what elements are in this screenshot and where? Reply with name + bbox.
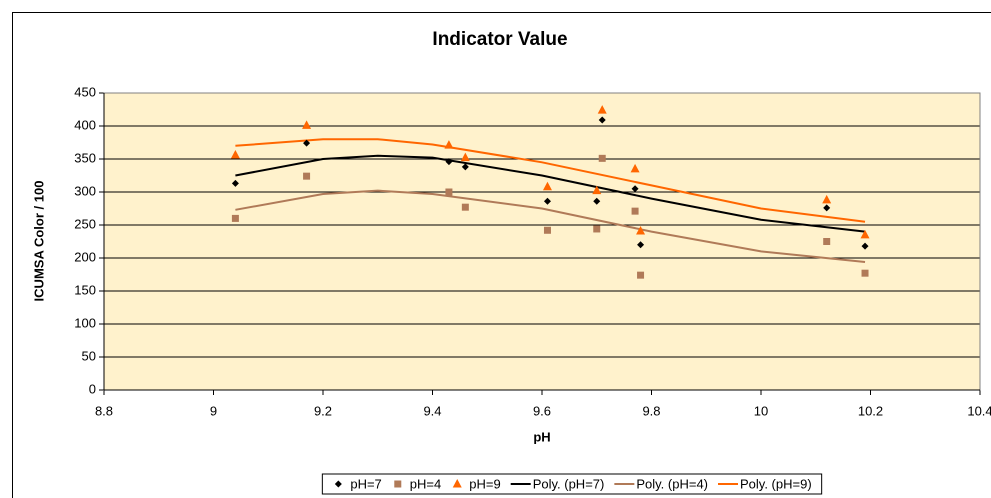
y-axis-label: ICUMSA Color / 100 [31,181,46,302]
triangle-marker [230,150,240,159]
legend-label: Poly. (pH=9) [740,476,812,491]
plot-area [104,93,980,390]
diamond-marker [593,197,601,205]
x-tick-label: 10.4 [967,403,991,418]
legend-label: pH=7 [350,476,381,491]
legend-label: Poly. (pH=7) [533,476,605,491]
x-tick-label: 9.4 [423,403,441,418]
diamond-marker [598,116,606,124]
trendline [235,154,866,233]
triangle-marker [597,105,607,114]
diamond-marker [334,480,342,488]
x-tick-label: 10.2 [858,403,883,418]
trendline [235,138,866,223]
diamond-marker [631,185,639,193]
x-tick-label: 9.6 [533,403,551,418]
y-tick-label: 250 [74,216,96,231]
y-tick-label: 350 [74,150,96,165]
square-marker [823,238,831,245]
triangle-marker [636,225,646,235]
square-marker [231,214,239,222]
y-tick-label: 400 [74,117,96,132]
diamond-marker [445,158,453,166]
triangle-marker [542,181,552,191]
y-tick-label: 150 [74,282,96,297]
square-marker [631,207,639,215]
legend: pH=7 pH=4 pH=9 Poly. (pH=7) Poly. (pH=4) Poly… [321,473,823,495]
square-marker [593,225,601,233]
square-marker [598,154,606,162]
x-tick-label: 10 [754,403,768,418]
square-marker [861,269,869,277]
triangle-marker [302,120,312,129]
x-tick-label: 9 [210,403,217,418]
diamond-marker [543,197,551,205]
triangle-marker [630,163,640,173]
square-marker [303,172,311,180]
y-tick-label: 200 [74,249,96,264]
diamond-marker [861,242,869,250]
y-tick-label: 450 [74,84,96,99]
x-tick-label: 8.8 [95,403,113,418]
y-tick-label: 300 [74,183,96,198]
trendline [235,189,866,263]
y-tick-label: 100 [74,315,96,330]
diamond-marker [823,204,831,212]
square-marker [637,271,645,279]
square-marker [394,480,402,488]
legend-label: pH=9 [469,476,500,491]
diamond-marker [231,179,239,187]
y-tick-label: 50 [82,348,96,363]
triangle-marker [452,479,462,488]
diamond-marker [637,241,645,249]
triangle-marker [460,152,470,162]
triangle-marker [592,185,602,195]
chart-title: Indicator Value [432,29,567,50]
legend-label: Poly. (pH=4) [636,476,708,491]
square-marker [445,188,453,196]
legend-box [321,473,823,495]
square-marker [543,226,551,234]
triangle-marker [822,194,832,204]
y-tick-label: 0 [89,381,96,396]
diamond-marker [303,139,311,147]
triangle-marker [444,140,454,149]
x-axis-label: pH [533,429,550,444]
legend-label: pH=4 [410,476,441,491]
x-tick-label: 9.2 [314,403,332,418]
diamond-marker [461,163,469,171]
triangle-marker [860,229,870,239]
square-marker [461,203,469,211]
x-tick-label: 9.8 [642,403,660,418]
